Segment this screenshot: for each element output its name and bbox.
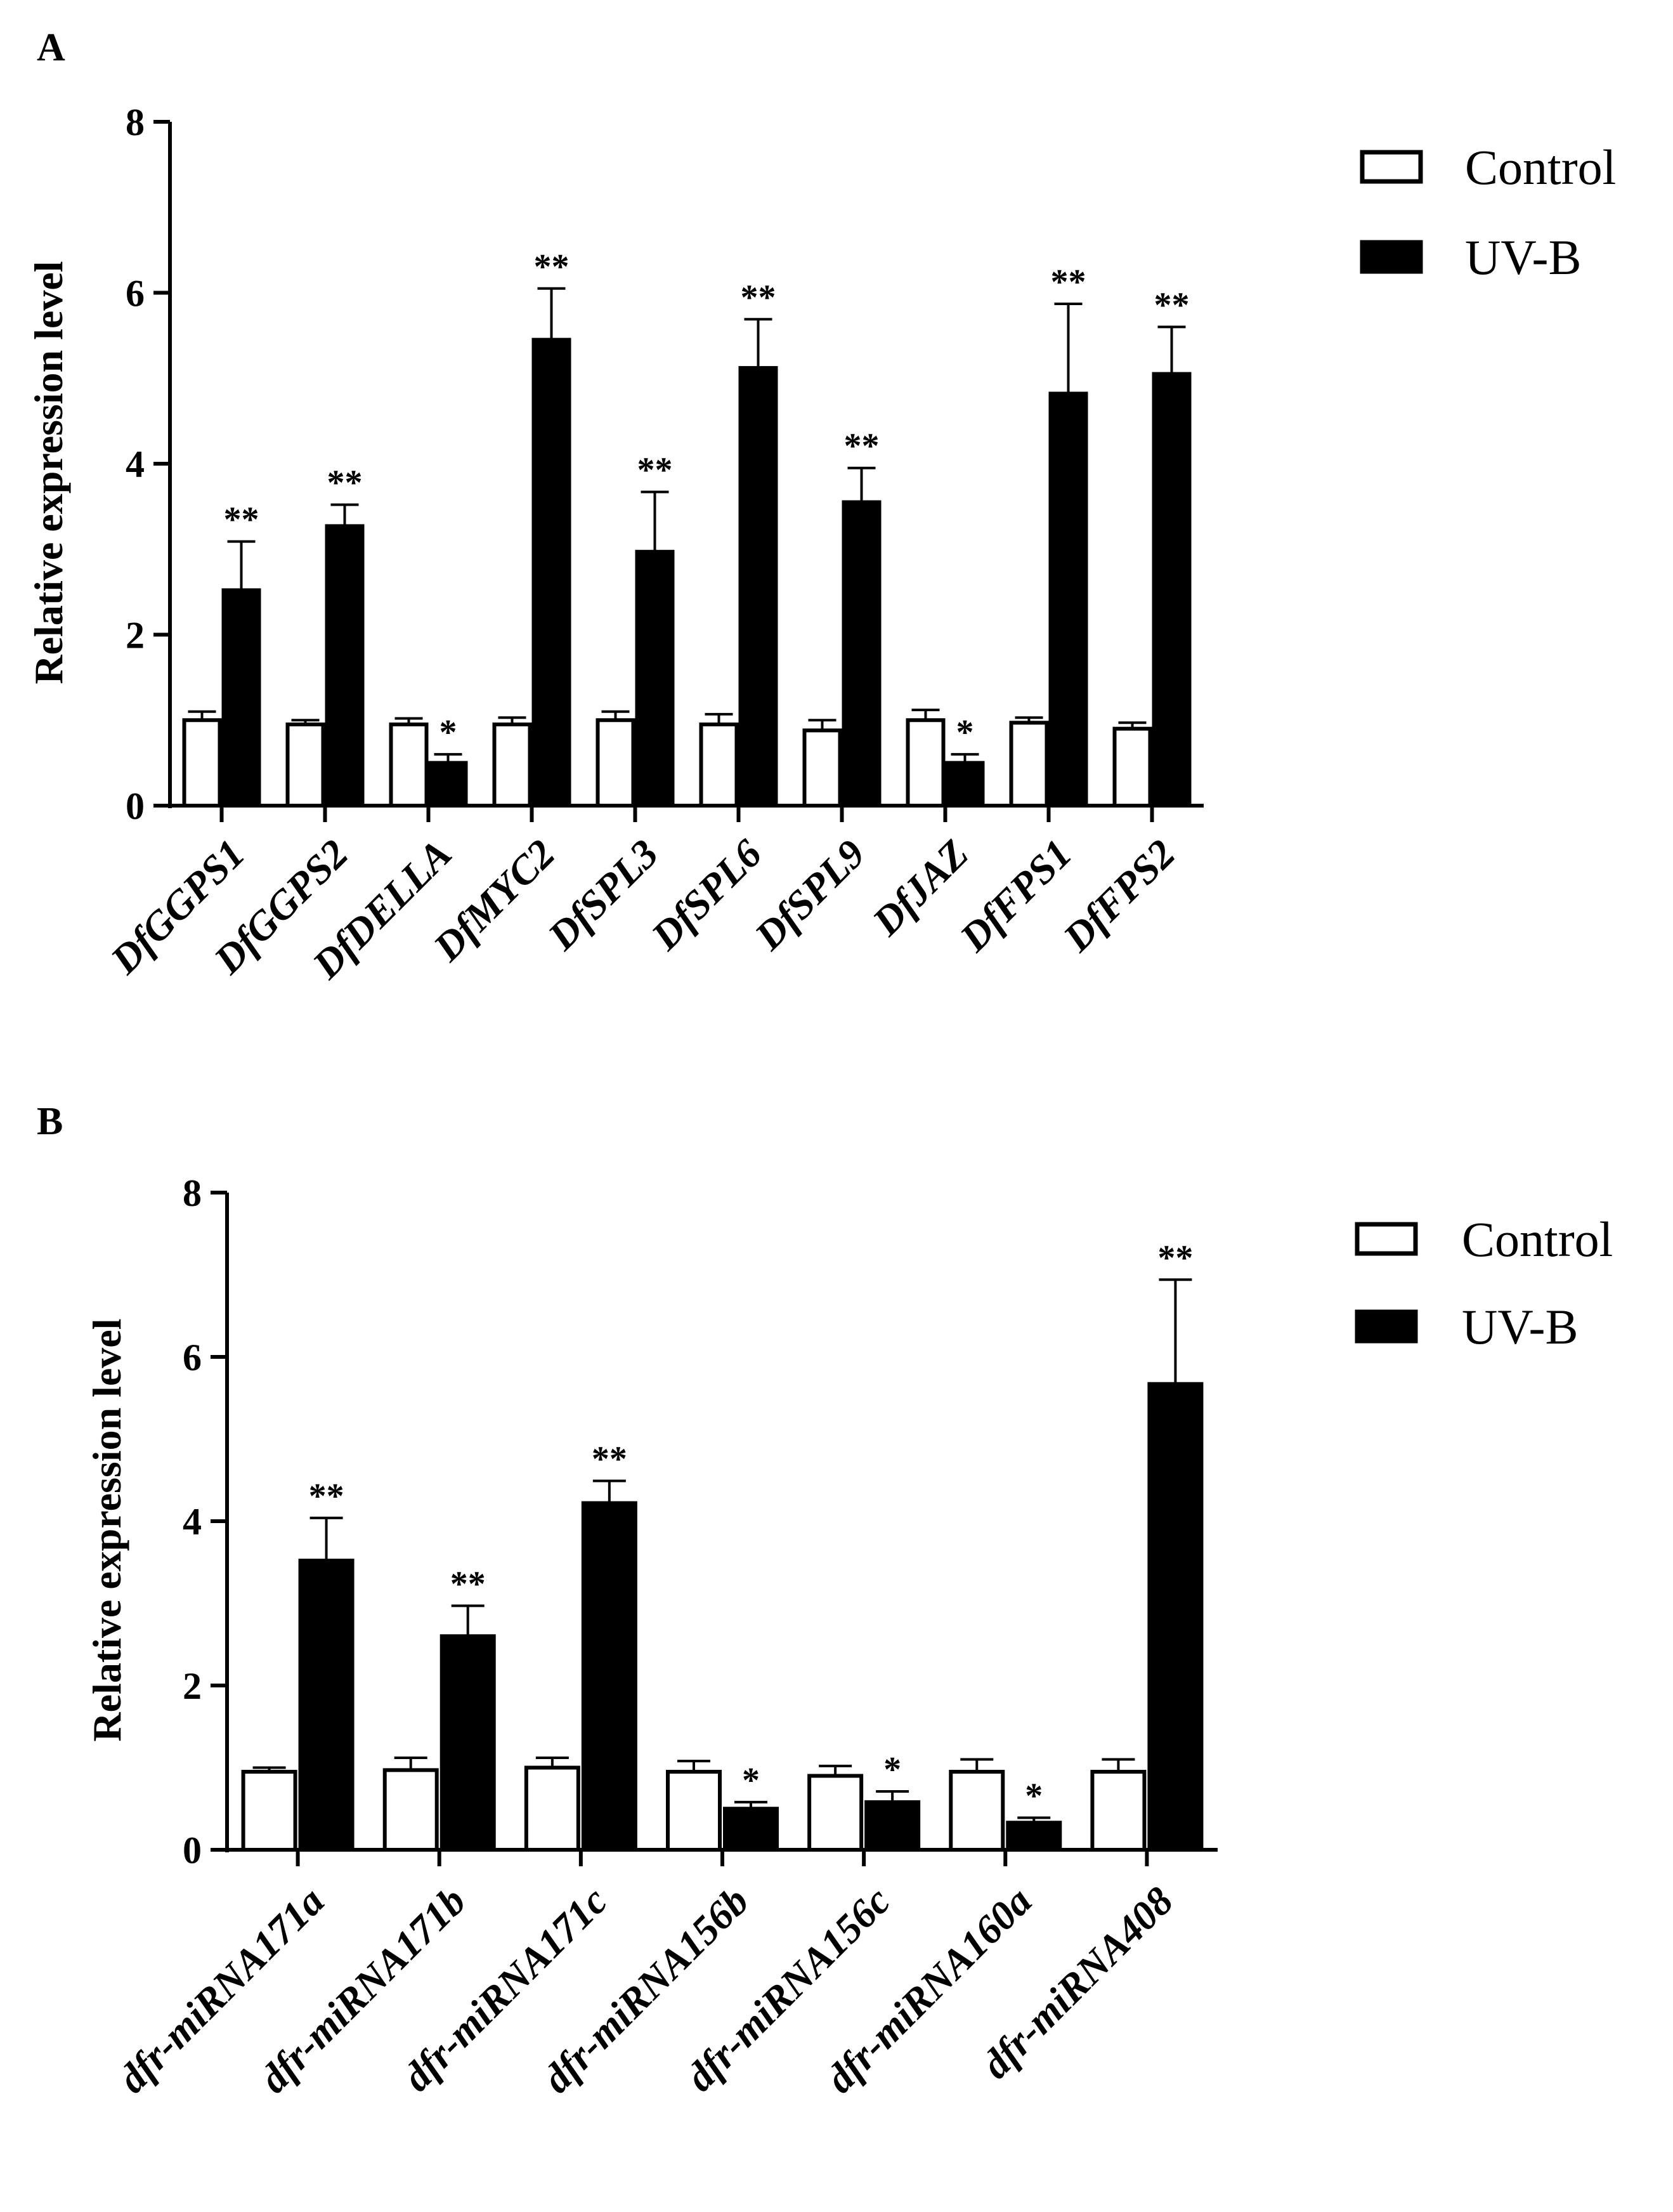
panel-b-legend: Control UV-B [1355,1212,1613,1354]
y-tick-label: 8 [126,101,145,143]
panel-a-label: A [37,26,65,69]
control-bar [699,722,739,808]
significance-marker: * [956,713,974,752]
significance-marker: ** [1051,263,1086,302]
significance-marker: * [742,1761,760,1800]
uvb-bar [1152,372,1192,808]
uvb-bar [1006,1821,1062,1852]
control-bar [906,718,946,808]
significance-marker: ** [592,1440,627,1479]
legend-control-label: Control [1462,1212,1613,1267]
x-category-label: DfSPL3 [539,831,667,959]
y-tick-label: 8 [183,1172,202,1214]
panel-a: A Relative expression level Control UV-B… [26,26,1616,988]
panel-b-y-axis-label: Relative expression level [84,1318,129,1741]
y-tick-label: 0 [126,785,145,827]
x-category-label: DfSPL6 [642,831,771,959]
control-bar [596,718,635,808]
significance-marker: ** [1154,285,1190,325]
uvb-bar [864,1800,921,1852]
control-bar [524,1765,580,1852]
legend-uvb-label: UV-B [1465,230,1582,285]
y-tick-label: 0 [183,1829,202,1871]
y-tick-label: 2 [183,1665,202,1707]
panel-a-legend: Control UV-B [1360,140,1616,285]
significance-marker: ** [327,464,363,503]
uvb-bar [581,1501,637,1852]
uvb-bar [221,588,261,808]
legend-uvb-swatch [1355,1309,1418,1344]
uvb-bar [1147,1382,1204,1852]
uvb-bar [945,761,985,808]
uvb-bar [428,761,468,808]
y-tick-label: 6 [183,1337,202,1378]
control-bar [1112,726,1152,808]
control-bar [802,728,842,808]
control-bar [666,1769,722,1852]
uvb-bar [439,1634,496,1852]
y-tick-label: 2 [126,615,145,657]
control-bar [182,718,222,808]
x-category-label: DfFPS1 [951,831,1080,960]
legend-control-swatch [1360,150,1423,184]
y-tick-label: 6 [126,273,145,315]
significance-marker: * [883,1750,901,1790]
panel-b-plot: 02468**dfr-miRNA171a**dfr-miRNA171b**dfr… [110,1172,1218,2102]
significance-marker: * [439,713,457,752]
significance-marker: ** [224,501,259,540]
uvb-bar [531,337,571,808]
significance-marker: ** [534,247,570,287]
uvb-bar [1048,391,1088,808]
x-category-label: DfSPL9 [746,831,874,959]
significance-marker: * [1025,1776,1043,1816]
significance-marker: ** [1157,1238,1193,1278]
uvb-bar [325,524,365,808]
uvb-bar [738,366,778,808]
legend-uvb-swatch [1360,240,1423,274]
control-bar [1090,1769,1147,1852]
significance-marker: ** [637,450,673,490]
control-bar [807,1774,864,1852]
control-bar [1009,721,1049,808]
control-bar [492,722,532,808]
significance-marker: ** [309,1477,344,1516]
legend-control-swatch [1355,1222,1418,1256]
control-bar [382,1768,439,1852]
y-tick-label: 4 [183,1501,202,1543]
uvb-bar [723,1807,779,1852]
panel-b-label: B [37,1100,63,1143]
uvb-bar [635,549,675,808]
panel-a-y-axis-label: Relative expression level [26,261,71,684]
y-tick-label: 4 [126,443,145,485]
uvb-bar [842,500,882,808]
legend-control-label: Control [1465,140,1616,195]
control-bar [389,722,429,808]
significance-marker: ** [844,427,880,466]
panel-a-plot: 02468**DfGGPS1**DfGGPS2*DfDELLA**DfMYC2*… [101,101,1204,988]
control-bar [285,722,325,808]
panel-b: B Relative expression level Control UV-B… [37,1100,1613,2102]
control-bar [241,1769,297,1852]
significance-marker: ** [741,278,776,317]
legend-uvb-label: UV-B [1462,1299,1579,1354]
x-category-label: DfFPS2 [1054,831,1183,960]
significance-marker: ** [450,1564,486,1604]
control-bar [949,1769,1005,1852]
uvb-bar [298,1559,355,1852]
